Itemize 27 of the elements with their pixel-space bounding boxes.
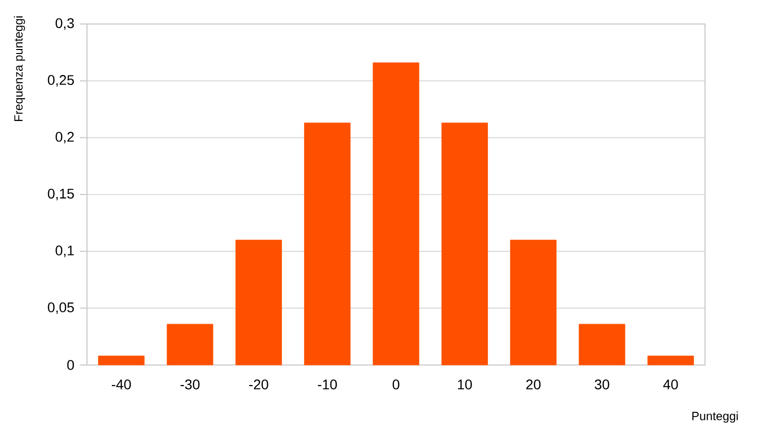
bar [647, 356, 694, 366]
x-tick-label: 10 [458, 380, 472, 390]
y-tick-label: 0,1 [56, 246, 74, 258]
bar [304, 122, 351, 366]
y-tick-label: 0,25 [48, 75, 74, 87]
y-tick-label: 0,05 [48, 302, 74, 314]
bar [510, 240, 557, 366]
x-tick-label: -10 [318, 380, 337, 390]
bar [166, 324, 214, 366]
y-tick-label: 0 [67, 360, 74, 370]
x-tick-label: 30 [594, 380, 610, 390]
x-tick-label: -20 [249, 380, 268, 390]
x-tick-label: 0 [392, 380, 400, 390]
x-tick-label: 20 [526, 380, 541, 390]
bar [578, 324, 626, 366]
x-tick-label: -30 [180, 380, 200, 390]
y-tick-label: 0,3 [56, 18, 74, 30]
x-tick-label: -40 [112, 380, 131, 390]
y-tick-label: 0,2 [56, 132, 74, 144]
bar [98, 356, 145, 366]
bar [372, 62, 420, 366]
x-axis-title: Punteggi [692, 411, 738, 423]
bar [235, 240, 282, 366]
y-tick-label: 0,15 [48, 188, 74, 200]
y-axis-title: Frequenza punteggi [14, 16, 26, 121]
x-tick-label: 40 [663, 380, 678, 390]
bar [441, 122, 488, 366]
